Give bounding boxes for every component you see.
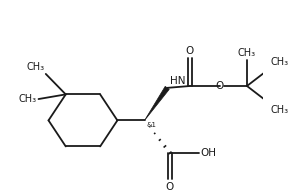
Text: O: O [186,46,194,56]
Text: OH: OH [201,148,217,158]
Text: CH₃: CH₃ [18,94,37,104]
Text: CH₃: CH₃ [238,48,256,58]
Polygon shape [144,86,169,120]
Text: &1: &1 [147,122,156,128]
Text: CH₃: CH₃ [271,105,289,115]
Text: CH₃: CH₃ [27,62,45,72]
Text: CH₃: CH₃ [271,57,289,67]
Text: HN: HN [170,76,186,86]
Text: O: O [216,81,224,91]
Text: O: O [166,182,174,192]
